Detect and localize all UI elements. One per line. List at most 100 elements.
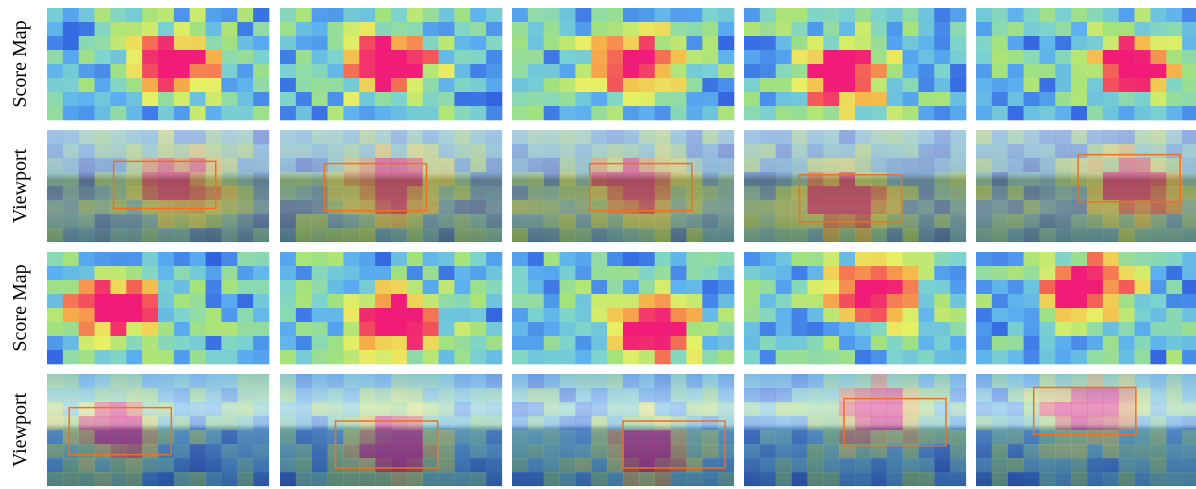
heat-cell [311, 172, 328, 187]
heat-cell [438, 388, 455, 403]
heat-cell [280, 430, 297, 445]
heat-cell [295, 228, 313, 243]
heat-cell [976, 8, 993, 23]
heat-cell [142, 458, 159, 473]
heat-cell [311, 388, 328, 403]
heat-cell [454, 214, 471, 229]
heat-cell [839, 336, 856, 351]
heat-cell [791, 336, 808, 351]
heat-cell [902, 280, 919, 295]
heat-cell [1007, 322, 1024, 337]
heat-cell [886, 130, 903, 145]
heat-cell [391, 280, 408, 295]
heat-cell [654, 416, 671, 431]
heat-cell [559, 172, 576, 187]
heat-cell [311, 458, 328, 473]
heat-cell [902, 336, 919, 351]
heat-cell [575, 158, 592, 173]
heat-cell [702, 280, 719, 295]
heat-cell [47, 158, 64, 173]
heat-cell [1007, 106, 1024, 121]
heat-cell [976, 294, 993, 309]
heat-cell [559, 252, 576, 267]
heat-cell [375, 388, 392, 403]
heat-cell [623, 130, 640, 145]
heat-cell [94, 252, 111, 267]
heat-cell [142, 36, 159, 51]
heat-cell [1118, 266, 1135, 281]
heat-cell [1071, 50, 1088, 65]
heat-cell [686, 252, 703, 267]
heat-cell [807, 22, 824, 37]
heat-cell [253, 186, 270, 201]
heat-cell [406, 402, 424, 417]
heat-cell [839, 322, 856, 337]
heat-cell [934, 228, 951, 243]
heat-cell [991, 92, 1009, 107]
heat-cell [311, 228, 328, 243]
heat-cell [1023, 350, 1040, 365]
heat-cell [607, 92, 624, 107]
heat-cell [343, 252, 360, 267]
heat-cell [559, 106, 576, 121]
heat-cell [744, 336, 761, 351]
heat-cell [1087, 444, 1104, 459]
heat-cell [237, 92, 254, 107]
heat-cell [654, 200, 671, 215]
heat-cell [237, 294, 254, 309]
heat-cell [486, 388, 503, 403]
heat-cell [543, 374, 560, 389]
heat-cell [470, 36, 487, 51]
heat-cell [1166, 130, 1183, 145]
heat-cell [62, 388, 80, 403]
heat-cell [422, 402, 439, 417]
heat-cell [1150, 416, 1167, 431]
heat-cell [189, 64, 206, 79]
heat-cell [775, 402, 792, 417]
heat-cell [1166, 322, 1183, 337]
heat-cell [775, 228, 792, 243]
heat-cell [1150, 144, 1167, 159]
heat-cell [391, 144, 408, 159]
heat-cell [391, 8, 408, 23]
heat-cell [470, 92, 487, 107]
heat-cell [1182, 50, 1196, 65]
heat-cell [775, 430, 792, 445]
heat-cell [591, 106, 608, 121]
heat-cell [1071, 458, 1088, 473]
heat-cell [702, 50, 719, 65]
heat-cell [623, 308, 640, 323]
heat-cell [343, 322, 360, 337]
heat-cell [189, 294, 206, 309]
heat-cell [1007, 186, 1024, 201]
heat-cell [623, 402, 640, 417]
heat-cell [1023, 430, 1040, 445]
heat-cell [823, 350, 840, 365]
heat-cell [591, 458, 608, 473]
heat-cell [1166, 22, 1183, 37]
heat-cell [205, 22, 222, 37]
heat-cell [918, 64, 935, 79]
heat-cell [422, 172, 439, 187]
heat-cell [486, 78, 503, 93]
heat-cell [438, 458, 455, 473]
heat-cell [454, 280, 471, 295]
heat-cell [486, 294, 503, 309]
heat-cell [1087, 266, 1104, 281]
heat-cell [1023, 252, 1040, 267]
heat-cell [670, 430, 687, 445]
heat-cell [638, 214, 656, 229]
heat-cell [527, 50, 545, 65]
heat-cell [375, 294, 392, 309]
heat-cell [870, 172, 888, 187]
heat-cell [1023, 200, 1040, 215]
heat-cell [343, 280, 360, 295]
heat-cell [886, 36, 903, 51]
heat-cell [1118, 22, 1135, 37]
heat-cell [950, 78, 967, 93]
heat-cell [375, 416, 392, 431]
heat-cell [237, 252, 254, 267]
heat-cell [375, 350, 392, 365]
heat-cell [1087, 228, 1104, 243]
heat-cell [311, 106, 328, 121]
